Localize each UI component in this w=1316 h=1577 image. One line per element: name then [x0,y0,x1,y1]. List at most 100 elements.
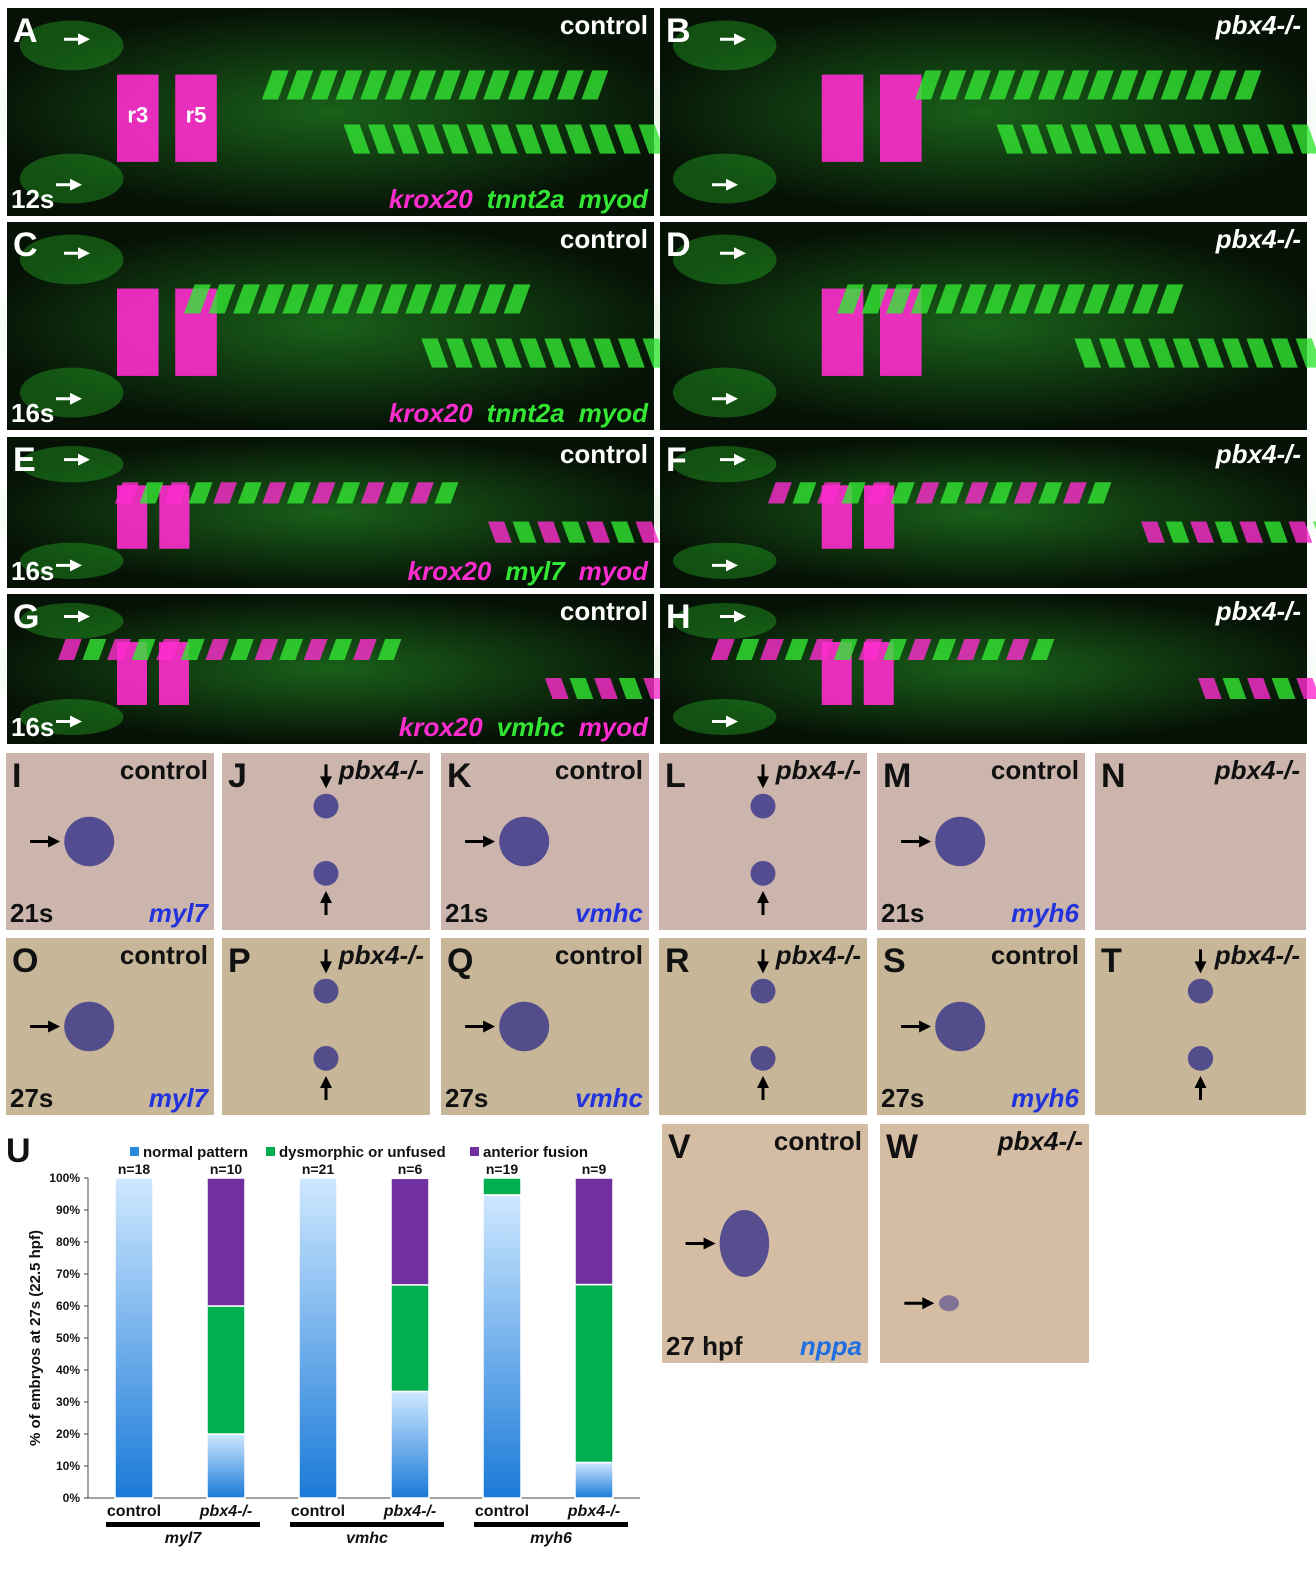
arrow-head [734,453,746,466]
x-tick-label: control [107,1503,161,1520]
condition-label: pbx4-/- [1214,755,1300,785]
somite [1172,338,1200,368]
somite [1266,124,1294,154]
arrow-head [726,559,738,572]
somite [809,639,834,660]
heart-field [19,367,124,418]
somite [1168,124,1196,154]
embryo-glow [627,594,1316,744]
stain [750,978,776,1004]
gene-labels: vmhc [575,898,643,928]
somite [1021,124,1048,154]
gene-labels: myh6 [1011,898,1079,928]
somite [710,639,735,660]
legend-label: anterior fusion [483,1144,588,1161]
group-bar [474,1522,628,1527]
arrow-head [922,1297,935,1310]
condition-label: control [560,10,648,40]
panel: r3 r5 A control 12s krox20 tnnt2a myod [0,8,690,216]
arrow-head [726,715,738,728]
somite [1098,338,1126,368]
bar-segment [206,1433,246,1499]
arrow-head [726,178,738,191]
somite [532,70,560,100]
somite [208,284,236,314]
embryo-glow [627,8,1316,216]
somite [586,521,611,543]
somite [886,284,913,314]
somite [487,521,512,543]
panel-letter: K [447,757,472,795]
stain [313,860,339,886]
bar-segment [206,1177,246,1307]
condition-label: pbx4-/- [338,755,424,785]
somite [1165,521,1190,543]
somite [479,284,506,314]
arrow-head [757,1076,769,1089]
somite [883,639,907,660]
somite [131,639,156,660]
panel-letter: T [1101,942,1122,980]
panel-letter: V [668,1128,691,1166]
somite [466,124,494,154]
somite [287,482,311,504]
somite [984,284,1012,314]
y-axis-label: % of embryos at 27s (22.5 hpf) [27,1230,44,1446]
somite [1132,284,1159,314]
somite [556,70,584,100]
somite [581,70,609,100]
gene-labels: krox20 vmhc myod [399,712,649,742]
n-label: n=19 [486,1161,519,1177]
arrow-head [734,247,746,260]
somite [254,639,279,660]
arrow-head [78,610,90,623]
group-bar [106,1522,260,1527]
y-tick-label: 50% [56,1331,80,1345]
n-label: n=18 [118,1161,151,1177]
somite [417,124,444,154]
panel-letter: Q [447,942,473,980]
somite [470,338,498,368]
somite [1214,521,1239,543]
arrow-head [726,392,738,405]
somite [503,284,531,314]
stage-label: 21s [881,898,924,928]
condition-label: pbx4-/- [1215,596,1301,626]
embryo-glow [0,8,687,216]
somite [932,639,957,660]
group-label: myl7 [165,1530,203,1547]
somite [915,482,940,504]
legend-label: normal pattern [143,1144,248,1161]
arrow-head [483,1020,496,1033]
gene-label: krox20 [399,712,483,742]
heart-field [672,446,777,483]
arrow-head [1194,1076,1207,1089]
somite [760,639,784,660]
stage-label: 16s [11,556,54,586]
somite [1062,482,1087,504]
bar-segment [206,1305,246,1435]
legend-swatch [130,1147,139,1156]
stain [750,860,776,886]
somite [1193,124,1220,154]
x-tick-label: pbx4-/- [567,1503,620,1520]
somite [57,639,82,660]
heart-field [19,234,124,285]
stage-label: 21s [10,898,53,928]
arrow-head [757,891,769,904]
somite [959,284,987,314]
somite [311,482,336,504]
somite [368,124,395,154]
somite [1197,338,1225,368]
somite [1148,338,1175,368]
somite [1013,482,1038,504]
chart: U % of embryos at 27s (22.5 hpf) 0% 10% 20% 3… [6,1132,640,1547]
somite [1209,70,1237,100]
somite [384,70,412,100]
n-label: n=6 [398,1161,423,1177]
